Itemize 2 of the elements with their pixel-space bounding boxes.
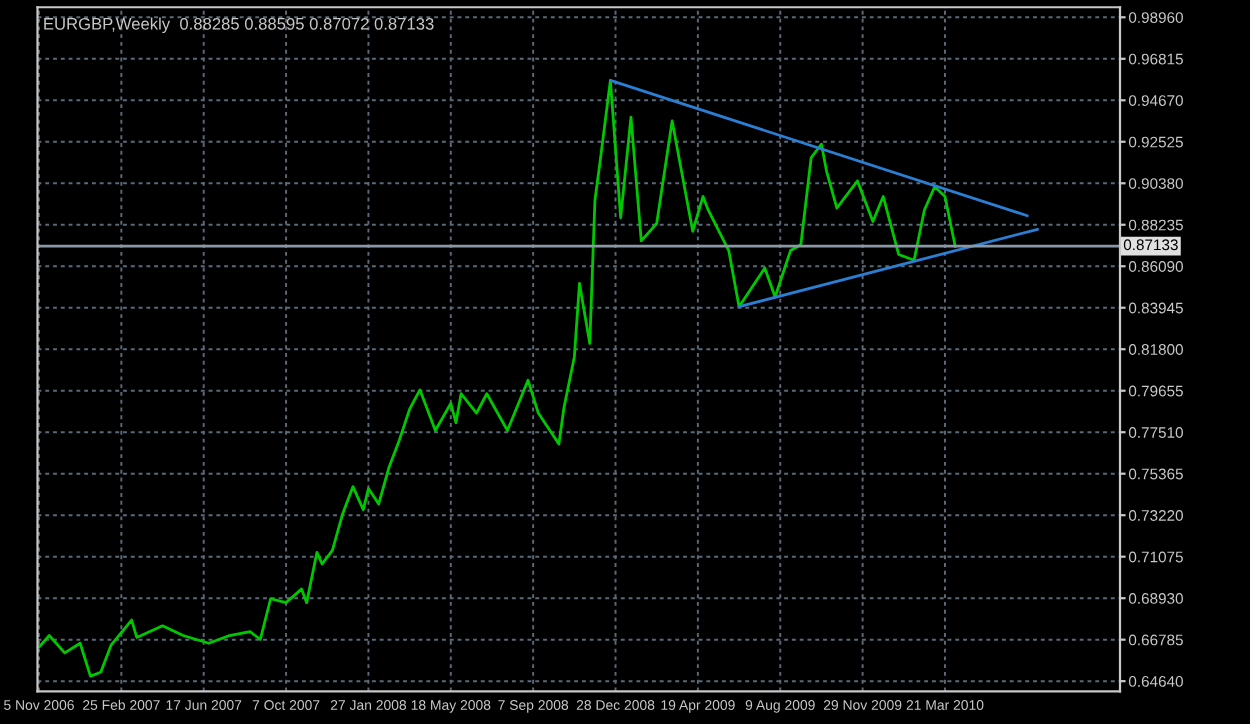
line-series — [37, 78, 957, 678]
text: EURGBP,Weekly 0.88285 0.88595 0.87072 0.87133 — [44, 17, 434, 34]
